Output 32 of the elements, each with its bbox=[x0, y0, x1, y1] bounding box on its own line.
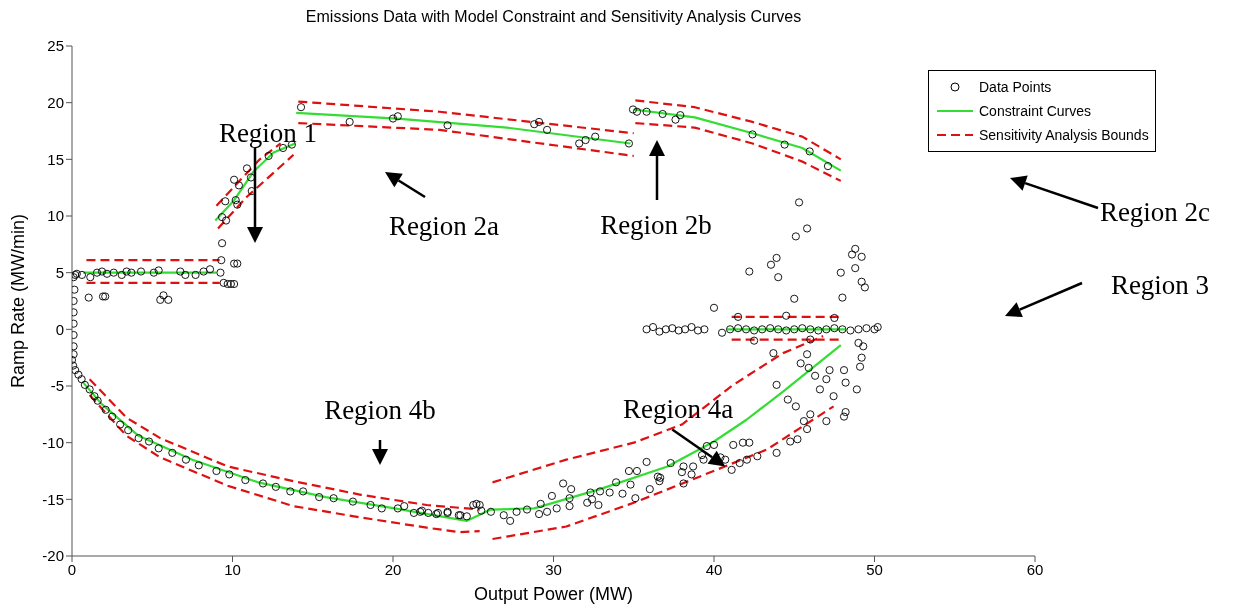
y-axis-title: Ramp Rate (MW/min) bbox=[8, 213, 29, 389]
x-tick-label: 20 bbox=[384, 560, 402, 578]
x-tick-label: 10 bbox=[224, 560, 241, 578]
y-tick-label: 10 bbox=[47, 207, 64, 225]
y-tick-label: -20 bbox=[42, 547, 64, 565]
x-tick-label: 30 bbox=[545, 560, 562, 578]
annotation: Region 4a bbox=[623, 394, 734, 425]
y-tick-label: -5 bbox=[50, 377, 64, 395]
annotation: Region 2a bbox=[388, 211, 500, 241]
legend-label: Sensitivity Analysis Bounds bbox=[979, 127, 1149, 143]
legend-label: Constraint Curves bbox=[979, 103, 1092, 119]
x-tick-label: 0 bbox=[67, 560, 77, 578]
line-series bbox=[634, 99, 842, 161]
annotation: Region 2b bbox=[600, 210, 712, 240]
y-tick-label: 5 bbox=[55, 263, 64, 281]
text: Region 2c bbox=[1099, 197, 1211, 227]
x-axis-title: Output Power (MW) bbox=[473, 584, 634, 604]
y-tick-label: 25 bbox=[47, 37, 64, 55]
x-tick-label: 60 bbox=[1026, 560, 1044, 578]
line-series bbox=[634, 121, 842, 182]
annotation: Region 4b bbox=[324, 395, 436, 425]
x-tick-label: 40 bbox=[705, 560, 723, 578]
annotation: Region 1 bbox=[218, 118, 318, 148]
x-tick-label: 50 bbox=[866, 560, 883, 578]
y-tick-label: 15 bbox=[47, 150, 64, 168]
legend-label: Data Points bbox=[979, 79, 1052, 95]
y-tick-label: 0 bbox=[55, 320, 64, 338]
y-tick-label: -10 bbox=[42, 433, 64, 451]
chart-title: Emissions Data with Model Constraint and Sensitivity Analysis Curves bbox=[304, 8, 803, 26]
text: Region 3 bbox=[1110, 270, 1210, 300]
y-tick-label: 20 bbox=[47, 93, 64, 111]
y-tick-label: -15 bbox=[42, 490, 64, 508]
